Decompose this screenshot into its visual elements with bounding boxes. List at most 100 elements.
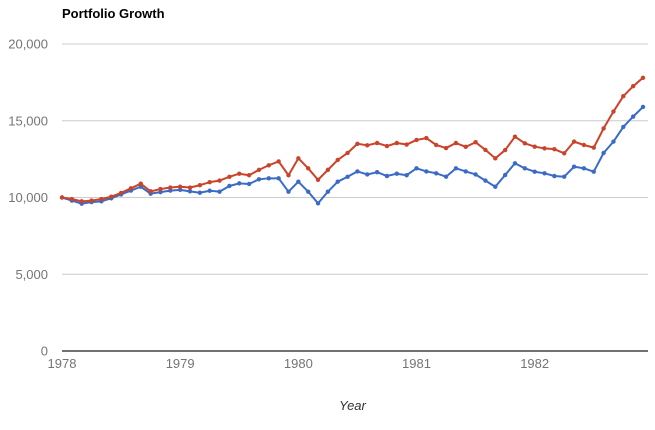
blue-series-point xyxy=(365,172,370,177)
blue-series-point xyxy=(296,179,301,184)
blue-series-point xyxy=(394,171,400,176)
red-series-point xyxy=(562,151,567,156)
red-series-point xyxy=(394,140,400,146)
red-series-point xyxy=(286,173,291,178)
blue-series-point xyxy=(502,172,508,178)
blue-series-point xyxy=(286,189,291,194)
red-series-point xyxy=(325,167,331,173)
red-series-point xyxy=(128,186,134,191)
red-series-point xyxy=(591,145,596,150)
blue-series-point xyxy=(434,171,439,176)
blue-series-point xyxy=(542,171,547,176)
red-series-point xyxy=(296,156,301,161)
red-series-point xyxy=(305,166,311,171)
red-series-point xyxy=(601,126,606,131)
blue-series-point xyxy=(158,189,163,195)
blue-series-point xyxy=(227,183,232,189)
red-series-point xyxy=(532,144,537,149)
blue-series-point xyxy=(315,201,321,206)
red-series-point xyxy=(118,190,124,196)
red-series-point xyxy=(187,185,193,190)
blue-series-point xyxy=(483,178,488,183)
red-series-point xyxy=(463,144,468,150)
x-tick-label: 1980 xyxy=(284,356,313,371)
blue-series-point xyxy=(581,166,587,171)
blue-series-point xyxy=(532,169,537,174)
red-series-point xyxy=(59,195,65,200)
blue-series-point xyxy=(463,169,468,174)
red-series-point xyxy=(246,173,252,178)
blue-series-point xyxy=(552,173,557,179)
red-series-point xyxy=(542,146,547,151)
red-series-point xyxy=(512,134,518,139)
x-axis-title: Year xyxy=(339,398,366,413)
blue-series-point xyxy=(246,181,252,187)
red-series-point xyxy=(109,194,114,199)
red-series-point xyxy=(414,137,419,143)
blue-series-point xyxy=(384,173,390,179)
red-series-line xyxy=(61,76,644,203)
red-series-point xyxy=(315,177,321,183)
red-series-point xyxy=(197,183,203,188)
blue-series-point xyxy=(305,189,311,194)
blue-series-point xyxy=(266,176,271,181)
red-series-point xyxy=(89,198,94,203)
red-series-point xyxy=(276,159,281,164)
red-series-point xyxy=(640,75,646,80)
red-series-point xyxy=(434,142,439,148)
red-series-point xyxy=(404,142,409,147)
red-series-point xyxy=(384,143,390,149)
red-series-point xyxy=(365,143,370,148)
y-tick-label: 20,000 xyxy=(8,37,48,52)
red-series-point xyxy=(69,196,75,202)
red-series-point xyxy=(571,139,577,144)
red-series-point xyxy=(168,185,173,190)
blue-series-point xyxy=(640,104,646,110)
red-series-point xyxy=(355,141,360,146)
red-series-point xyxy=(502,147,508,153)
blue-series-point xyxy=(522,166,528,171)
blue-series-point xyxy=(177,187,183,193)
x-tick-label: 1982 xyxy=(520,356,549,371)
y-tick-label: 10,000 xyxy=(8,190,48,205)
blue-series-point xyxy=(345,174,350,179)
y-tick-label: 15,000 xyxy=(8,113,48,128)
blue-series-point xyxy=(630,114,636,119)
red-series-point xyxy=(227,174,232,179)
x-tick-label: 1979 xyxy=(166,356,195,371)
red-series-point xyxy=(630,84,636,89)
y-tick-label: 0 xyxy=(41,344,48,359)
red-series-point xyxy=(335,157,340,163)
red-series-point xyxy=(256,167,262,173)
blue-series-point xyxy=(197,190,203,195)
red-series-point xyxy=(473,140,478,145)
blue-series-point xyxy=(355,169,360,174)
red-series-point xyxy=(483,147,488,153)
blue-series-point xyxy=(168,188,173,193)
blue-series-point xyxy=(453,166,459,171)
blue-series-point xyxy=(571,164,577,169)
blue-series-point xyxy=(591,169,596,174)
blue-series-point xyxy=(414,166,419,171)
red-series-point xyxy=(79,199,84,204)
blue-series-point xyxy=(493,184,498,189)
blue-series-point xyxy=(187,189,193,194)
red-series-point xyxy=(217,178,222,183)
red-series-point xyxy=(611,109,616,114)
red-series-point xyxy=(424,135,429,141)
y-tick-label: 5,000 xyxy=(15,267,48,282)
red-series-point xyxy=(99,196,104,202)
blue-series-point xyxy=(473,172,478,177)
red-series-point xyxy=(266,163,271,168)
blue-series-point xyxy=(424,169,429,174)
red-series-point xyxy=(138,181,143,186)
red-series-point xyxy=(158,186,163,192)
blue-series-point xyxy=(335,179,340,184)
blue-series-point xyxy=(611,139,616,144)
x-tick-label: 1978 xyxy=(48,356,77,371)
red-series-point xyxy=(621,93,626,99)
blue-series-point xyxy=(325,189,331,194)
red-series-point xyxy=(552,146,557,152)
blue-series-point xyxy=(601,150,606,156)
red-series-point xyxy=(493,156,498,161)
